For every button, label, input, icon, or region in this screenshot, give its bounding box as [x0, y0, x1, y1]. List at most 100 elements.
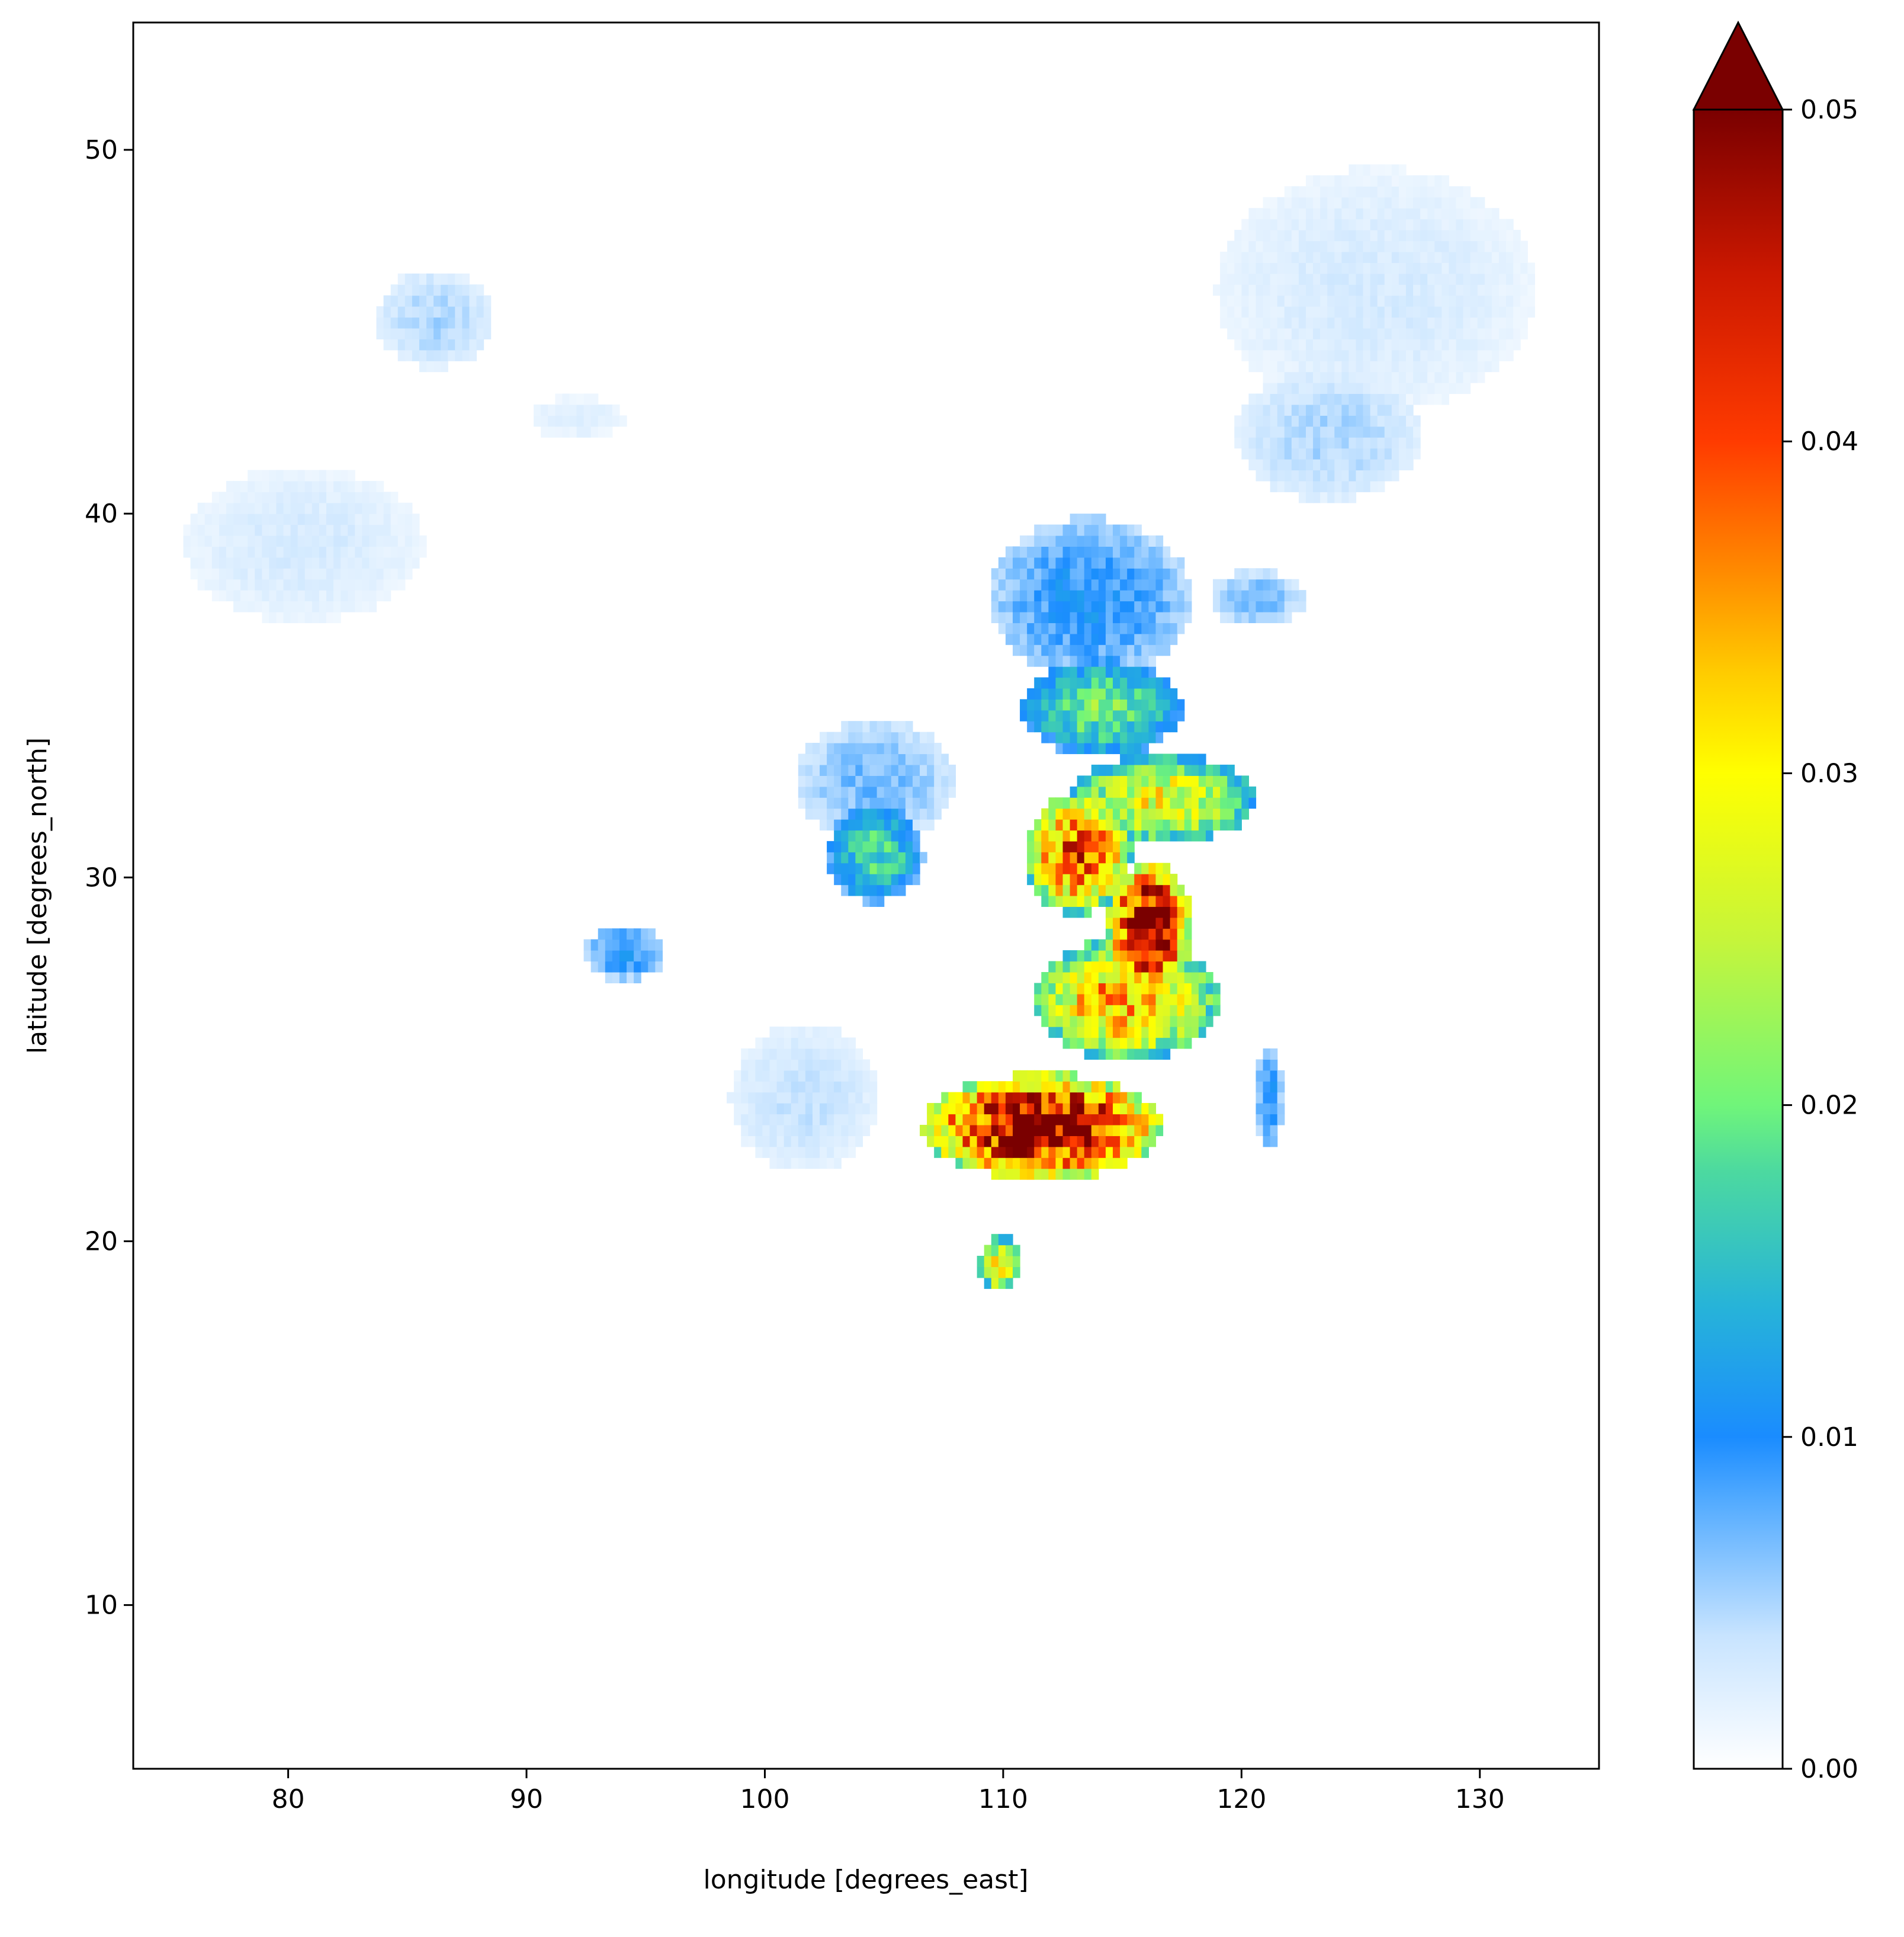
axes-frame	[132, 21, 1600, 1770]
heatmap-cell	[862, 1124, 871, 1136]
heatmap-cell	[1091, 633, 1099, 645]
heatmap-cell	[369, 601, 377, 612]
heatmap-cell	[1306, 273, 1314, 285]
heatmap-cell	[1120, 1124, 1128, 1136]
heatmap-cell	[569, 393, 577, 405]
heatmap-cell	[1377, 197, 1385, 209]
heatmap-cell	[262, 546, 269, 558]
heatmap-cell	[891, 874, 899, 886]
heatmap-cell	[1263, 1124, 1271, 1136]
heatmap-cell	[619, 939, 627, 951]
heatmap-cell	[1134, 884, 1142, 896]
heatmap-cell	[1120, 819, 1128, 831]
heatmap-cell	[991, 1092, 999, 1104]
heatmap-cell	[1105, 884, 1113, 896]
heatmap-cell	[1391, 404, 1399, 416]
heatmap-cell	[1370, 175, 1378, 187]
heatmap-cell	[1277, 601, 1285, 612]
heatmap-cell	[1055, 633, 1064, 645]
x-axis-label: longitude [degrees_east]	[704, 1865, 1029, 1895]
heatmap-cell	[1456, 339, 1464, 351]
heatmap-cell	[1184, 579, 1192, 591]
heatmap-cell	[326, 470, 334, 482]
heatmap-cell	[869, 830, 878, 842]
heatmap-cell	[1491, 295, 1500, 307]
heatmap-cell	[920, 797, 927, 809]
heatmap-cell	[984, 1136, 992, 1147]
heatmap-cell	[1027, 1092, 1035, 1104]
heatmap-cell	[769, 1070, 778, 1082]
heatmap-cell	[969, 1146, 978, 1158]
heatmap-cell	[441, 306, 448, 318]
heatmap-cell	[1084, 1081, 1092, 1093]
heatmap-cell	[590, 939, 599, 951]
heatmap-cell	[1341, 251, 1350, 263]
heatmap-cell	[412, 273, 420, 285]
heatmap-cell	[1498, 284, 1507, 296]
heatmap-cell	[1498, 230, 1507, 242]
heatmap-cell	[1070, 950, 1078, 962]
heatmap-cell	[290, 524, 298, 536]
heatmap-cell	[333, 579, 341, 591]
heatmap-cell	[1177, 611, 1185, 623]
heatmap-cell	[827, 764, 834, 776]
heatmap-cell	[776, 1092, 785, 1104]
heatmap-cell	[1241, 601, 1250, 612]
heatmap-cell	[884, 764, 892, 776]
heatmap-cell	[1091, 939, 1099, 951]
heatmap-cell	[1141, 884, 1149, 896]
heatmap-cell	[283, 601, 291, 612]
heatmap-cell	[1334, 480, 1342, 492]
heatmap-cell	[1020, 568, 1028, 580]
heatmap-cell	[1356, 175, 1364, 187]
heatmap-cell	[1420, 361, 1428, 373]
heatmap-cell	[762, 1103, 770, 1115]
heatmap-cell	[1384, 197, 1392, 209]
heatmap-cell	[1113, 579, 1120, 591]
heatmap-cell	[605, 928, 613, 940]
heatmap-cell	[1320, 208, 1328, 220]
heatmap-cell	[869, 1103, 878, 1115]
heatmap-cell	[1434, 306, 1442, 318]
heatmap-cell	[1113, 950, 1120, 962]
heatmap-cell	[1034, 644, 1042, 656]
heatmap-cell	[1391, 295, 1399, 307]
heatmap-cell	[1127, 1114, 1135, 1125]
heatmap-cell	[1391, 164, 1399, 176]
heatmap-cell	[798, 1048, 806, 1060]
heatmap-cell	[934, 753, 942, 765]
heatmap-cell	[1277, 317, 1285, 329]
heatmap-cell	[1084, 644, 1092, 656]
heatmap-cell	[362, 535, 370, 547]
heatmap-cell	[1449, 262, 1457, 274]
heatmap-cell	[290, 579, 298, 591]
heatmap-cell	[1491, 208, 1500, 220]
heatmap-cell	[1406, 437, 1414, 449]
heatmap-cell	[1277, 448, 1285, 460]
heatmap-cell	[1098, 514, 1106, 525]
heatmap-cell	[827, 808, 834, 820]
heatmap-cell	[1341, 306, 1350, 318]
heatmap-cell	[1141, 906, 1149, 918]
heatmap-cell	[1434, 251, 1442, 263]
heatmap-cell	[1434, 284, 1442, 296]
heatmap-cell	[1177, 710, 1185, 721]
heatmap-cell	[355, 514, 362, 525]
heatmap-cell	[627, 939, 634, 951]
heatmap-cell	[1270, 611, 1278, 623]
heatmap-cell	[290, 470, 298, 482]
heatmap-cell	[1377, 404, 1385, 416]
heatmap-cell	[812, 1081, 820, 1093]
heatmap-cell	[1263, 404, 1271, 416]
heatmap-cell	[1306, 295, 1314, 307]
heatmap-cell	[1077, 590, 1085, 602]
heatmap-cell	[1048, 1070, 1057, 1082]
heatmap-cell	[412, 295, 420, 307]
heatmap-cell	[1148, 611, 1157, 623]
heatmap-cell	[548, 415, 556, 427]
heatmap-cell	[1363, 230, 1371, 242]
heatmap-cell	[1155, 721, 1164, 733]
heatmap-cell	[1070, 884, 1078, 896]
heatmap-cell	[862, 808, 871, 820]
heatmap-cell	[383, 535, 391, 547]
